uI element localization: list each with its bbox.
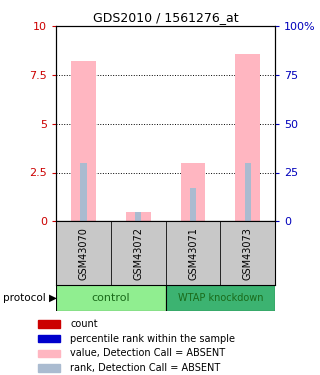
Bar — [80, 163, 87, 221]
Bar — [220, 221, 275, 285]
Bar — [244, 163, 251, 221]
Bar — [166, 285, 275, 311]
Bar — [181, 163, 205, 221]
Bar — [38, 320, 60, 328]
Text: control: control — [92, 293, 130, 303]
Bar — [236, 54, 260, 221]
Text: GSM43071: GSM43071 — [188, 226, 198, 280]
Text: rank, Detection Call = ABSENT: rank, Detection Call = ABSENT — [70, 363, 221, 373]
Bar — [38, 335, 60, 342]
Text: count: count — [70, 319, 98, 329]
Text: protocol ▶: protocol ▶ — [3, 293, 57, 303]
Bar — [56, 221, 111, 285]
Bar — [190, 188, 196, 221]
Text: GSM43070: GSM43070 — [78, 226, 88, 280]
Bar — [166, 221, 220, 285]
Bar — [56, 285, 166, 311]
Bar — [38, 364, 60, 372]
Bar — [71, 62, 96, 221]
Title: GDS2010 / 1561276_at: GDS2010 / 1561276_at — [93, 11, 238, 24]
Text: value, Detection Call = ABSENT: value, Detection Call = ABSENT — [70, 348, 226, 358]
Bar — [111, 221, 166, 285]
Text: percentile rank within the sample: percentile rank within the sample — [70, 334, 236, 344]
Text: GSM43073: GSM43073 — [243, 226, 253, 280]
Bar — [126, 211, 150, 221]
Bar — [135, 211, 141, 221]
Text: WTAP knockdown: WTAP knockdown — [178, 293, 263, 303]
Text: GSM43072: GSM43072 — [133, 226, 143, 280]
Bar — [38, 350, 60, 357]
